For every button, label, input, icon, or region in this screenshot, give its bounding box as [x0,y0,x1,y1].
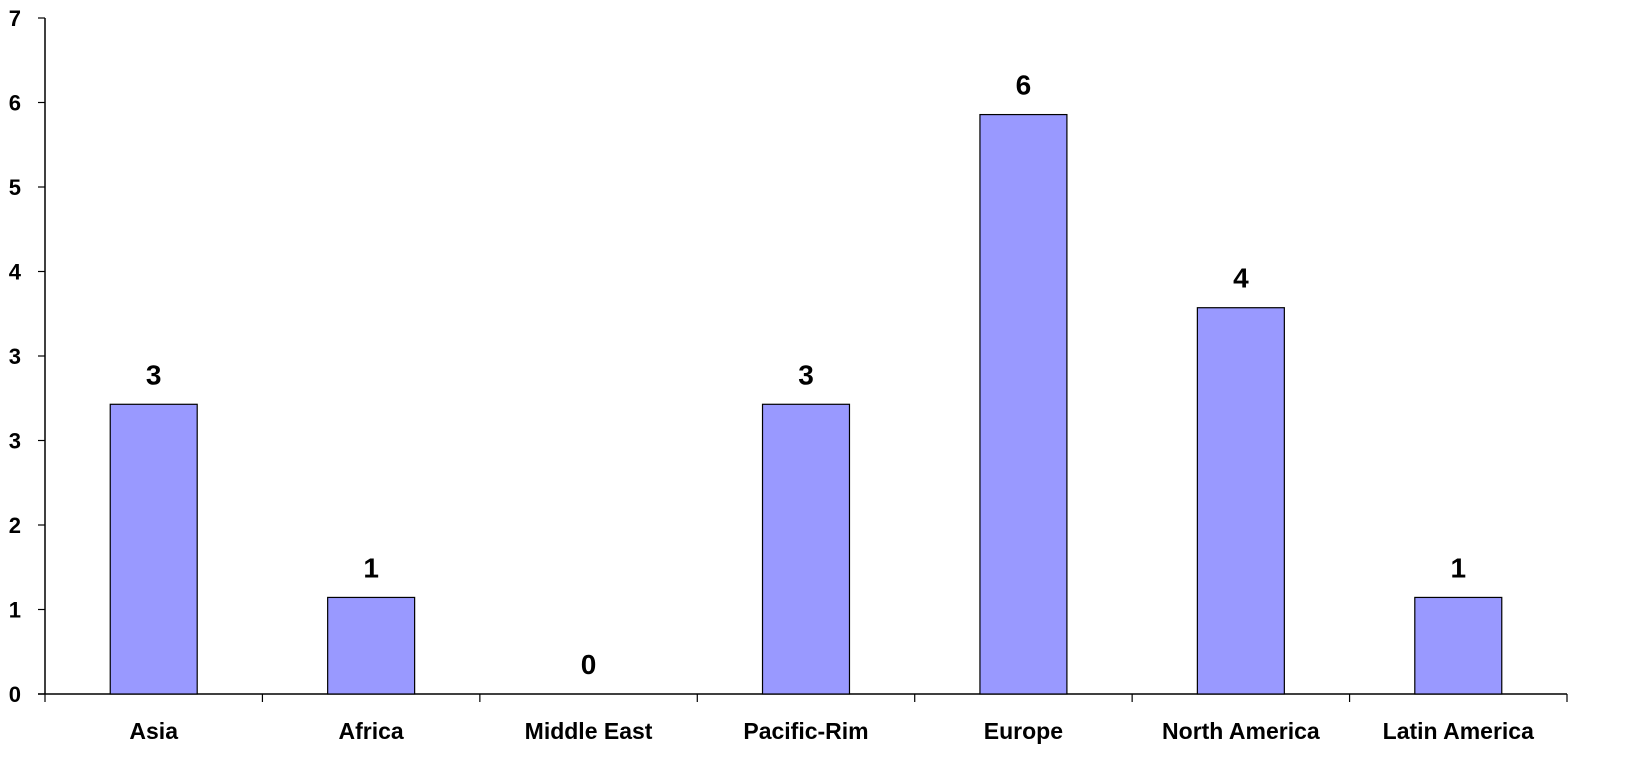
bar [761,403,851,695]
y-tick-label: 1 [9,598,21,623]
data-label: 3 [146,359,162,390]
x-tick-label: Middle East [525,718,653,744]
y-axis-ticks: 0 1 2 3 3 4 5 6 7 [9,6,45,707]
y-tick-label: 5 [9,175,21,200]
bar [979,113,1068,695]
bar [327,596,416,695]
data-labels: 3 1 0 3 6 4 1 [146,70,1466,680]
data-label: 6 [1016,70,1032,101]
data-label: 3 [798,359,814,390]
data-label: 1 [363,552,379,583]
x-tick-label: North America [1162,718,1320,744]
x-tick-label: Africa [339,718,404,744]
data-label: 0 [581,649,597,680]
bars [109,113,1503,695]
x-axis-labels: Asia Africa Middle East Pacific-Rim Europe No… [129,718,1534,744]
x-tick-label: Europe [984,718,1063,744]
bar [109,403,198,695]
bar [1414,596,1503,695]
y-tick-label: 3 [9,344,21,369]
y-tick-label: 6 [9,91,21,116]
bar [1196,307,1285,695]
y-tick-label: 3 [9,429,21,454]
data-label: 4 [1233,263,1249,294]
x-tick-label: Pacific-Rim [743,718,868,744]
data-label: 1 [1450,552,1466,583]
y-tick-label: 4 [9,260,22,285]
x-tick-label: Asia [129,718,178,744]
x-tick-label: Latin America [1383,718,1534,744]
y-tick-label: 7 [9,6,21,31]
y-tick-label: 2 [9,513,21,538]
y-tick-label: 0 [9,682,21,707]
